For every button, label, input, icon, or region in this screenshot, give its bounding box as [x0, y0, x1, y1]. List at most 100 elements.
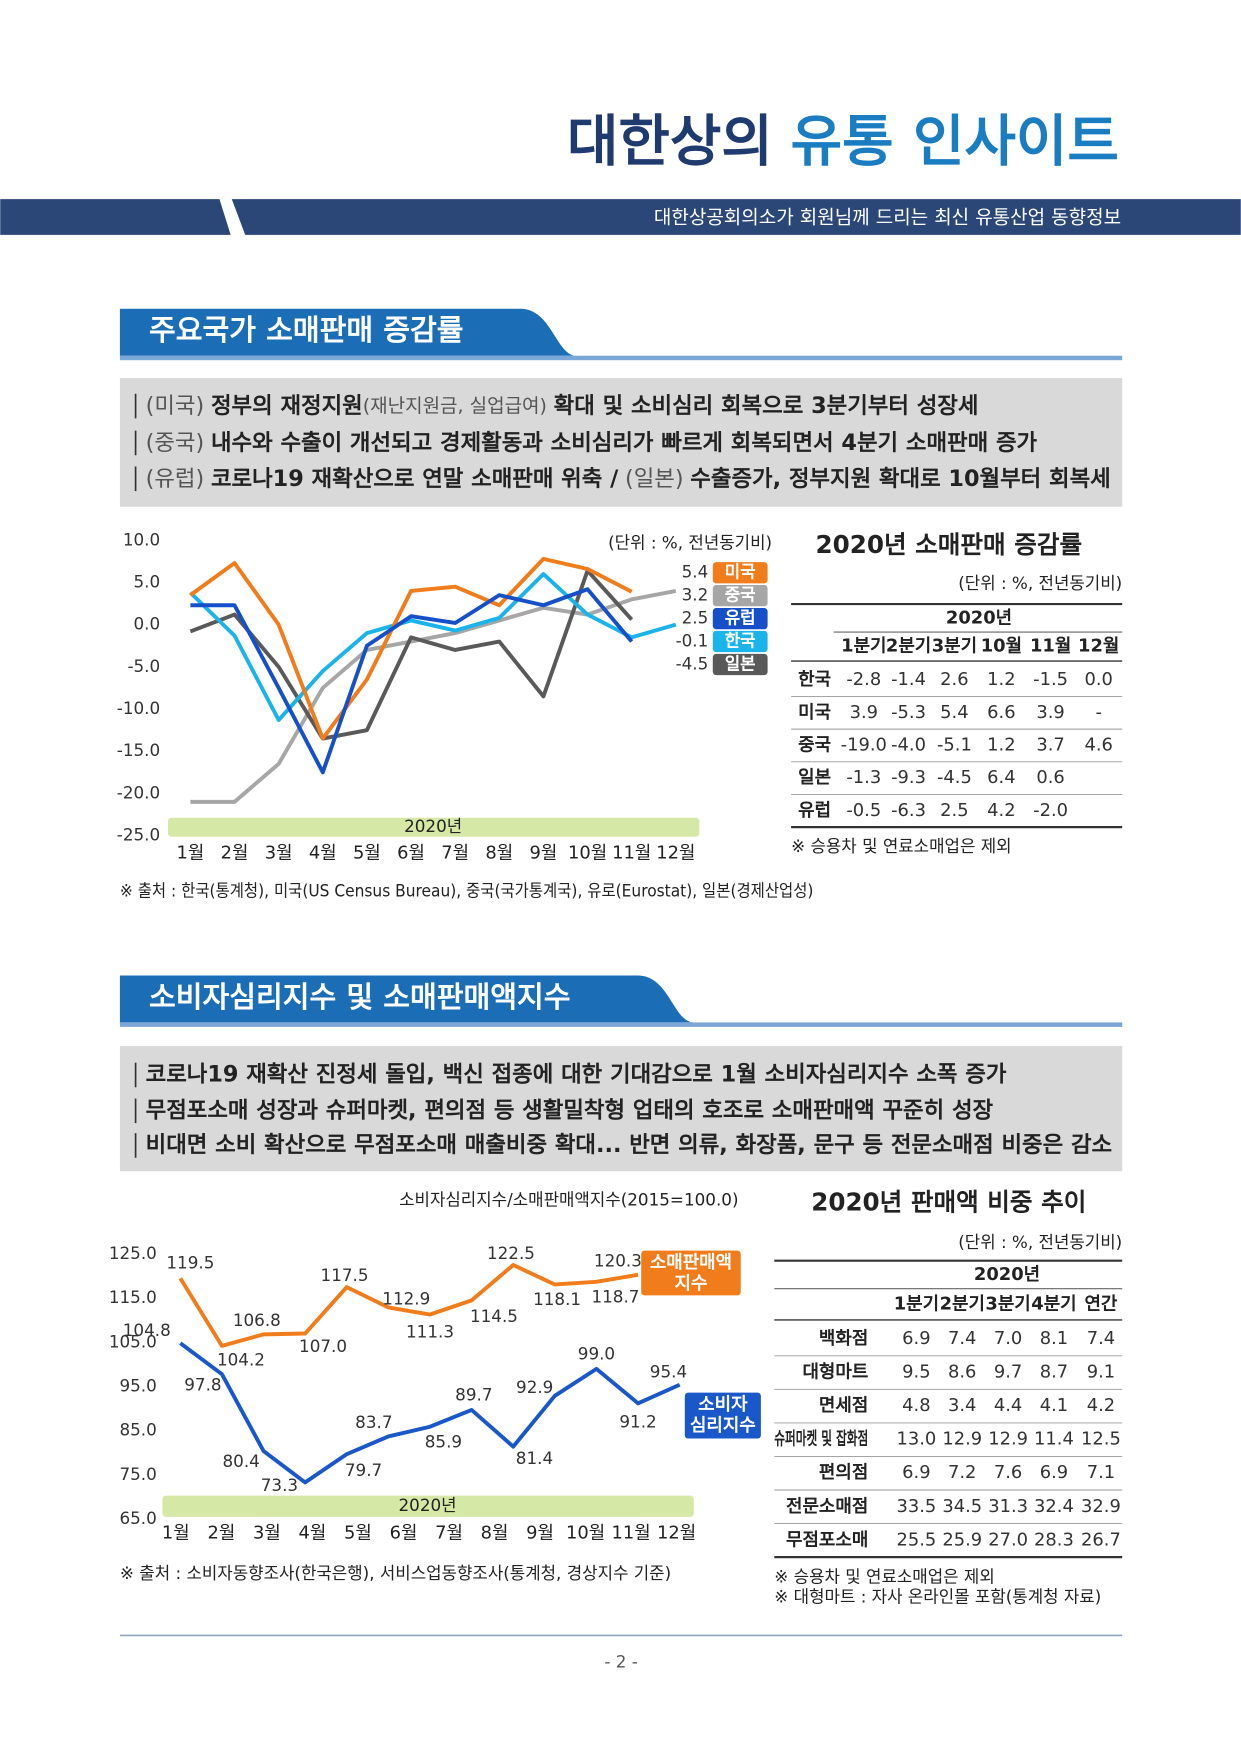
data-label: 106.8 — [233, 1310, 281, 1330]
data-label: 112.9 — [382, 1289, 430, 1309]
table-row-label: 일본 — [798, 767, 831, 788]
y-tick-label: 125.0 — [109, 1243, 157, 1263]
table-cell: 6.9 — [1040, 1462, 1068, 1483]
table-cell: 3.7 — [1036, 734, 1064, 755]
bullet-text: 비대면 소비 확산으로 무점포소매 매출비중 확대... 반면 의류, 화장품,… — [146, 1132, 1113, 1158]
table-row-label: 면세점 — [819, 1395, 868, 1416]
table-cell: 0.6 — [1036, 767, 1064, 788]
section-tab — [119, 975, 694, 1023]
data-label: 114.5 — [470, 1306, 518, 1326]
legend-label: 일본 — [725, 653, 756, 673]
table-cell: 8.7 — [1040, 1362, 1068, 1383]
section-title: 주요국가 소매판매 증감률 — [149, 313, 464, 347]
table-cell: 4.8 — [902, 1395, 930, 1416]
year-band — [162, 1495, 694, 1517]
table-cell: 2.6 — [940, 669, 968, 690]
source-note: ※ 출처 : 한국(통계청), 미국(US Census Bureau), 중국… — [120, 881, 814, 901]
bullet-segment: (중국) — [146, 429, 205, 455]
table-cell: 8.1 — [1040, 1328, 1068, 1349]
y-tick-label: -25.0 — [117, 825, 160, 845]
table-note: ※ 대형마트 : 자사 온라인몰 포함(통계청 자료) — [774, 1586, 1101, 1606]
y-tick-label: -20.0 — [117, 782, 160, 802]
table-cell: -2.8 — [846, 669, 881, 690]
table-cell: 4.2 — [1087, 1395, 1115, 1416]
end-value: 3.2 — [682, 585, 709, 605]
data-label: 85.9 — [425, 1431, 462, 1451]
table-cell: -2.0 — [1033, 800, 1068, 821]
table-row-label: 편의점 — [819, 1462, 868, 1483]
section-rule — [119, 1022, 1123, 1027]
x-tick-label: 3월 — [265, 843, 293, 864]
unit-label: (단위 : %, 전년동기비) — [608, 533, 772, 553]
table-note: ※ 승용차 및 연료소매업은 제외 — [791, 836, 1011, 856]
x-tick-label: 5월 — [344, 1523, 372, 1544]
series-line — [189, 568, 634, 741]
table-cell: 5.4 — [940, 702, 968, 723]
table-title: 2020년 판매액 비중 추이 — [811, 1188, 1086, 1217]
legend-label: 지수 — [675, 1273, 708, 1294]
table-column-header: 2분기 — [940, 1293, 985, 1314]
data-label: 111.3 — [406, 1321, 454, 1341]
series-line — [189, 556, 633, 741]
table-row-label: 백화점 — [819, 1328, 868, 1349]
data-label: 92.9 — [516, 1377, 553, 1397]
x-tick-label: 1월 — [176, 843, 204, 864]
table-unit: (단위 : %, 전년동기비) — [958, 573, 1122, 593]
table-cell: 3.4 — [948, 1395, 976, 1416]
table-cell: 6.9 — [902, 1328, 930, 1349]
table-row-label: 유럽 — [798, 800, 831, 821]
table-cell: -5.3 — [891, 702, 926, 723]
data-label: 73.3 — [261, 1475, 298, 1495]
x-tick-label: 4월 — [309, 843, 337, 864]
bullet-text: (중국) 내수와 수출이 개선되고 경제활동과 소비심리가 빠르게 회복되면서 4… — [146, 429, 1038, 455]
x-tick-label: 3월 — [253, 1523, 281, 1544]
title-part: 유통 인사이트 — [791, 110, 1119, 175]
x-tick-label: 11월 — [612, 843, 651, 864]
x-tick-label: 5월 — [353, 843, 381, 864]
table-note: ※ 승용차 및 연료소매업은 제외 — [774, 1566, 994, 1586]
legend-box — [712, 653, 768, 676]
table-column-header: 1분기 — [841, 636, 886, 657]
end-value: -4.5 — [676, 653, 709, 673]
table-column-header: 1분기 — [894, 1293, 939, 1314]
bullet-segment: (미국) — [146, 393, 205, 419]
bullet-segment: 정부의 재정지원 — [211, 393, 363, 419]
section-rule — [119, 355, 1123, 361]
y-tick-label: 10.0 — [123, 529, 160, 549]
table-row-label: 무점포소매 — [786, 1529, 868, 1550]
table-cell: 9.1 — [1087, 1362, 1115, 1383]
table-cell: 1.2 — [987, 669, 1015, 690]
end-value: 5.4 — [682, 562, 709, 582]
table-cell: 32.4 — [1034, 1496, 1074, 1517]
x-tick-label: 4월 — [299, 1523, 327, 1544]
table-cell: -6.3 — [891, 800, 926, 821]
x-tick-label: 6월 — [397, 843, 425, 864]
legend-box — [712, 562, 768, 584]
table-cell: 12.9 — [988, 1429, 1028, 1450]
table-cell: 7.2 — [948, 1462, 976, 1483]
table-column-header: 연간 — [1085, 1293, 1118, 1314]
legend-label: 유럽 — [725, 608, 756, 628]
table-column-header: 4분기 — [1031, 1293, 1076, 1314]
table-cell: 4.1 — [1040, 1395, 1068, 1416]
table-cell: 7.6 — [994, 1462, 1022, 1483]
header-subtitle: 대한상공회의소가 회원님께 드리는 최신 유통산업 동향정보 — [654, 207, 1121, 229]
x-tick-label: 2월 — [221, 843, 249, 864]
bullet-segment: 확대 및 소비심리 회복으로 3분기부터 성장세 — [554, 393, 979, 419]
y-tick-label: -15.0 — [117, 740, 160, 760]
x-tick-label: 2월 — [207, 1523, 235, 1544]
data-label: 107.0 — [299, 1336, 347, 1356]
table-cell: 6.6 — [987, 702, 1015, 723]
y-tick-label: 65.0 — [119, 1508, 156, 1528]
legend-box — [641, 1250, 741, 1296]
data-label: 91.2 — [619, 1411, 656, 1431]
table-cell: 9.5 — [902, 1362, 930, 1383]
data-label: 83.7 — [355, 1412, 392, 1432]
table-row-label: 전문소매점 — [786, 1496, 868, 1517]
data-label: 117.5 — [321, 1265, 369, 1285]
table-row-label: 한국 — [798, 669, 831, 690]
table-cell: 32.9 — [1081, 1496, 1121, 1517]
data-label: 89.7 — [455, 1384, 492, 1404]
